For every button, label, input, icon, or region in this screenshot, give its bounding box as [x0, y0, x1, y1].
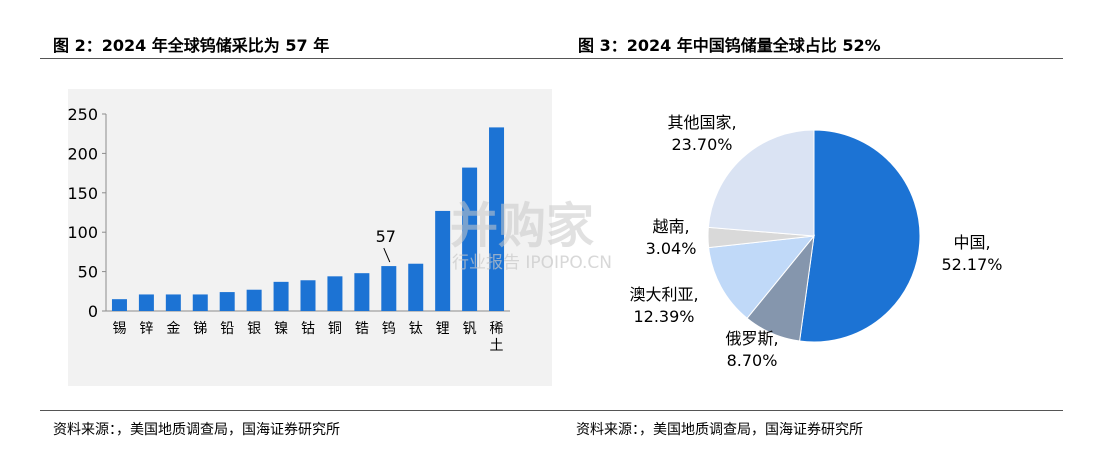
- bar-14: [462, 167, 478, 311]
- bar-9: [327, 276, 343, 311]
- bar-chart: 0 50 100 150 200 250 锡锌金锑铅银镍钴铜锆钨钛锂钒稀土 57: [67, 89, 552, 386]
- pie-value-vietnam: 3.04%: [646, 239, 697, 258]
- pie-slice-australia: [708, 235, 816, 319]
- annotation-label: 57: [376, 227, 396, 246]
- y-tick-label: 250: [67, 105, 98, 124]
- right-figure-title: 图 3：2024 年中国钨储量全球占比 52%: [578, 36, 881, 55]
- top-rule: [40, 58, 1063, 59]
- bar-chart-plot-area: [68, 89, 552, 386]
- x-tick-label: 铅: [220, 321, 234, 337]
- bottom-rule: [40, 410, 1063, 411]
- bar-2: [138, 294, 154, 311]
- x-tick-label: 钛: [409, 321, 423, 337]
- x-tick-label: 锡: [112, 321, 126, 337]
- pie-label-australia: 澳大利亚,: [629, 285, 698, 304]
- bar-7: [273, 281, 289, 311]
- y-tick-label: 100: [67, 223, 98, 242]
- left-source: 资料来源：，美国地质调查局，国海证券研究所: [53, 422, 340, 438]
- bar-12: [408, 263, 424, 311]
- x-tick-label: 金: [166, 321, 180, 337]
- x-tick-label: 钒: [463, 321, 477, 337]
- x-tick-label: 锂: [436, 321, 450, 337]
- bar-1: [111, 299, 127, 311]
- bar-13: [435, 210, 451, 311]
- pie-label-others: 其他国家,: [667, 113, 736, 132]
- pie-slice-others: [707, 129, 815, 237]
- pie-value-australia: 12.39%: [633, 307, 694, 326]
- x-tick-label: 锆: [355, 321, 369, 337]
- pie-value-china: 52.17%: [941, 255, 1002, 274]
- x-tick-label: 锌: [139, 321, 153, 337]
- pie-value-others: 23.70%: [671, 135, 732, 154]
- pie-label-russia: 俄罗斯,: [725, 329, 778, 348]
- pie-label-vietnam: 越南,: [652, 217, 689, 236]
- right-source: 资料来源：，美国地质调查局，国海证券研究所: [576, 422, 863, 438]
- bar-10: [354, 273, 370, 311]
- bar-3: [165, 294, 181, 311]
- x-tick-label: 银: [247, 321, 261, 337]
- bar-11: [381, 266, 397, 311]
- annotation-leader: [383, 247, 391, 263]
- y-tick-label: 0: [88, 302, 98, 321]
- bar-6: [246, 289, 262, 311]
- x-tick-label: 钨: [382, 321, 396, 337]
- y-tick-label: 150: [67, 184, 98, 203]
- bar-5: [219, 292, 235, 311]
- left-figure-title: 图 2：2024 年全球钨储采比为 57 年: [53, 36, 330, 55]
- x-tick-label: 锑: [193, 321, 207, 337]
- x-tick-label: 钴: [301, 321, 315, 337]
- bar-15: [489, 127, 505, 311]
- y-tick-label: 200: [67, 144, 98, 163]
- x-tick-label: 稀土: [490, 321, 504, 354]
- pie-chart: 中国, 52.17% 俄罗斯, 8.70% 澳大利亚, 12.39% 越南, 3.04% 其他国…: [629, 113, 1002, 370]
- pie-value-russia: 8.70%: [727, 351, 778, 370]
- x-tick-label: 镍: [274, 321, 288, 337]
- bar-4: [192, 294, 208, 311]
- pie-label-china: 中国,: [953, 233, 990, 252]
- x-tick-label: 铜: [328, 321, 342, 337]
- bar-8: [300, 280, 316, 311]
- y-tick-label: 50: [78, 263, 98, 282]
- pie-slice-china: [799, 129, 921, 343]
